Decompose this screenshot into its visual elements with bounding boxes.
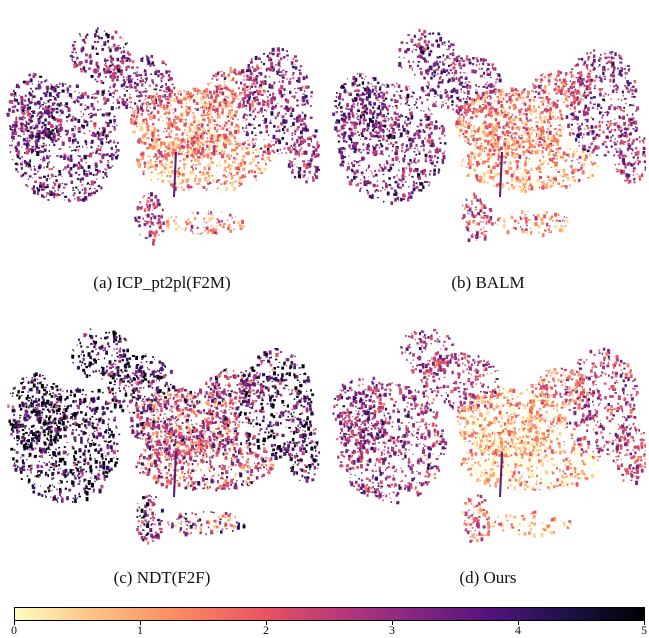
colorbar-tick-label: 5 [641, 623, 647, 637]
point-cloud-panel-a [4, 12, 320, 262]
colorbar-tick [518, 621, 519, 625]
point-cloud-panel-c [4, 312, 320, 562]
point-cloud-panel-d [330, 312, 646, 562]
caption-a: (a) ICP_pt2pl(F2M) [93, 273, 231, 292]
colorbar-tick-label: 2 [263, 623, 269, 637]
colorbar-tick-label: 4 [515, 623, 521, 637]
colorbar-tick [14, 621, 15, 625]
caption-d: (d) Ours [459, 568, 517, 587]
colorbar-tick [140, 621, 141, 625]
point-cloud-image-b [332, 28, 646, 243]
caption-b: (b) BALM [451, 273, 525, 292]
point-cloud-image-a [6, 27, 320, 246]
point-cloud-image-c [7, 328, 320, 545]
colorbar-tick-label: 1 [137, 623, 143, 637]
colorbar [14, 607, 645, 621]
colorbar-tick-label: 0 [11, 623, 17, 637]
colorbar-tick [644, 621, 645, 625]
point-cloud-image-d [332, 328, 646, 543]
point-cloud-panel-b [330, 12, 646, 262]
colorbar-tick [392, 621, 393, 625]
colorbar-tick-label: 3 [389, 623, 395, 637]
caption-c: (c) NDT(F2F) [113, 568, 211, 587]
colorbar-tick [266, 621, 267, 625]
